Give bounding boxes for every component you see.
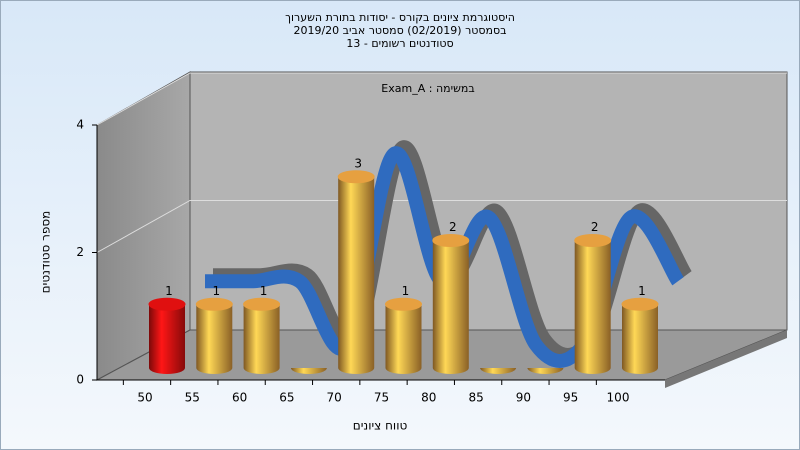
value-label: 1	[638, 284, 646, 298]
title-line: בסמסטר (02/2019) סמסטר אביב 2019/20	[293, 24, 506, 37]
bar-top	[621, 297, 659, 311]
bar	[574, 240, 611, 374]
bar	[527, 368, 564, 374]
x-tick-label: 80	[421, 391, 436, 405]
bar	[622, 304, 658, 374]
bar	[338, 176, 375, 374]
bar	[243, 304, 280, 374]
value-label: 1	[402, 284, 410, 298]
x-tick-label: 95	[563, 391, 578, 405]
value-label: 1	[212, 284, 220, 298]
x-tick-label: 85	[468, 391, 483, 405]
value-label: 2	[591, 220, 599, 234]
value-label: 2	[449, 220, 457, 234]
x-tick-label: 60	[232, 391, 247, 405]
x-tick-label: 70	[327, 391, 342, 405]
bar-top	[574, 234, 612, 247]
bar	[290, 368, 327, 374]
bar-top	[243, 297, 281, 311]
x-tick-label: 75	[374, 391, 389, 405]
grid-line	[96, 72, 787, 126]
x-tick-label: 90	[516, 391, 531, 405]
bar-top	[432, 234, 470, 247]
y-axis-label: מספר סטודנטים	[39, 211, 53, 294]
bar	[196, 304, 233, 374]
value-label: 1	[165, 284, 173, 298]
bar	[149, 304, 185, 374]
bar-top	[337, 170, 375, 184]
grid	[96, 72, 787, 253]
value-label: 1	[260, 284, 268, 298]
bar	[432, 240, 469, 374]
bar-top	[385, 297, 422, 311]
bar-top	[148, 297, 186, 311]
x-tick-label: 50	[137, 391, 152, 405]
bar-top	[195, 297, 233, 311]
x-axis-label: טווח ציונים	[353, 419, 408, 433]
value-label: 3	[354, 156, 362, 170]
x-tick-label: 100	[607, 391, 630, 405]
bar	[385, 304, 422, 374]
title-line: סטודנטים רשומים - 13	[346, 37, 453, 50]
x-tick-label: 65	[279, 391, 294, 405]
bars: 1 1 1 3 1 2 2 1	[148, 156, 659, 374]
annotation: במשימה : Exam_A	[381, 82, 474, 95]
title-line: היסטוגרמת ציונים בקורס - יסודות בתורת הש…	[285, 11, 515, 24]
bar	[480, 368, 517, 374]
x-tick-label: 55	[185, 391, 200, 405]
y-tick-label: 2	[76, 245, 84, 259]
y-tick-label: 0	[76, 373, 84, 387]
y-tick-label: 4	[76, 118, 84, 132]
grid-line	[96, 200, 787, 253]
floor-edge	[665, 330, 787, 388]
